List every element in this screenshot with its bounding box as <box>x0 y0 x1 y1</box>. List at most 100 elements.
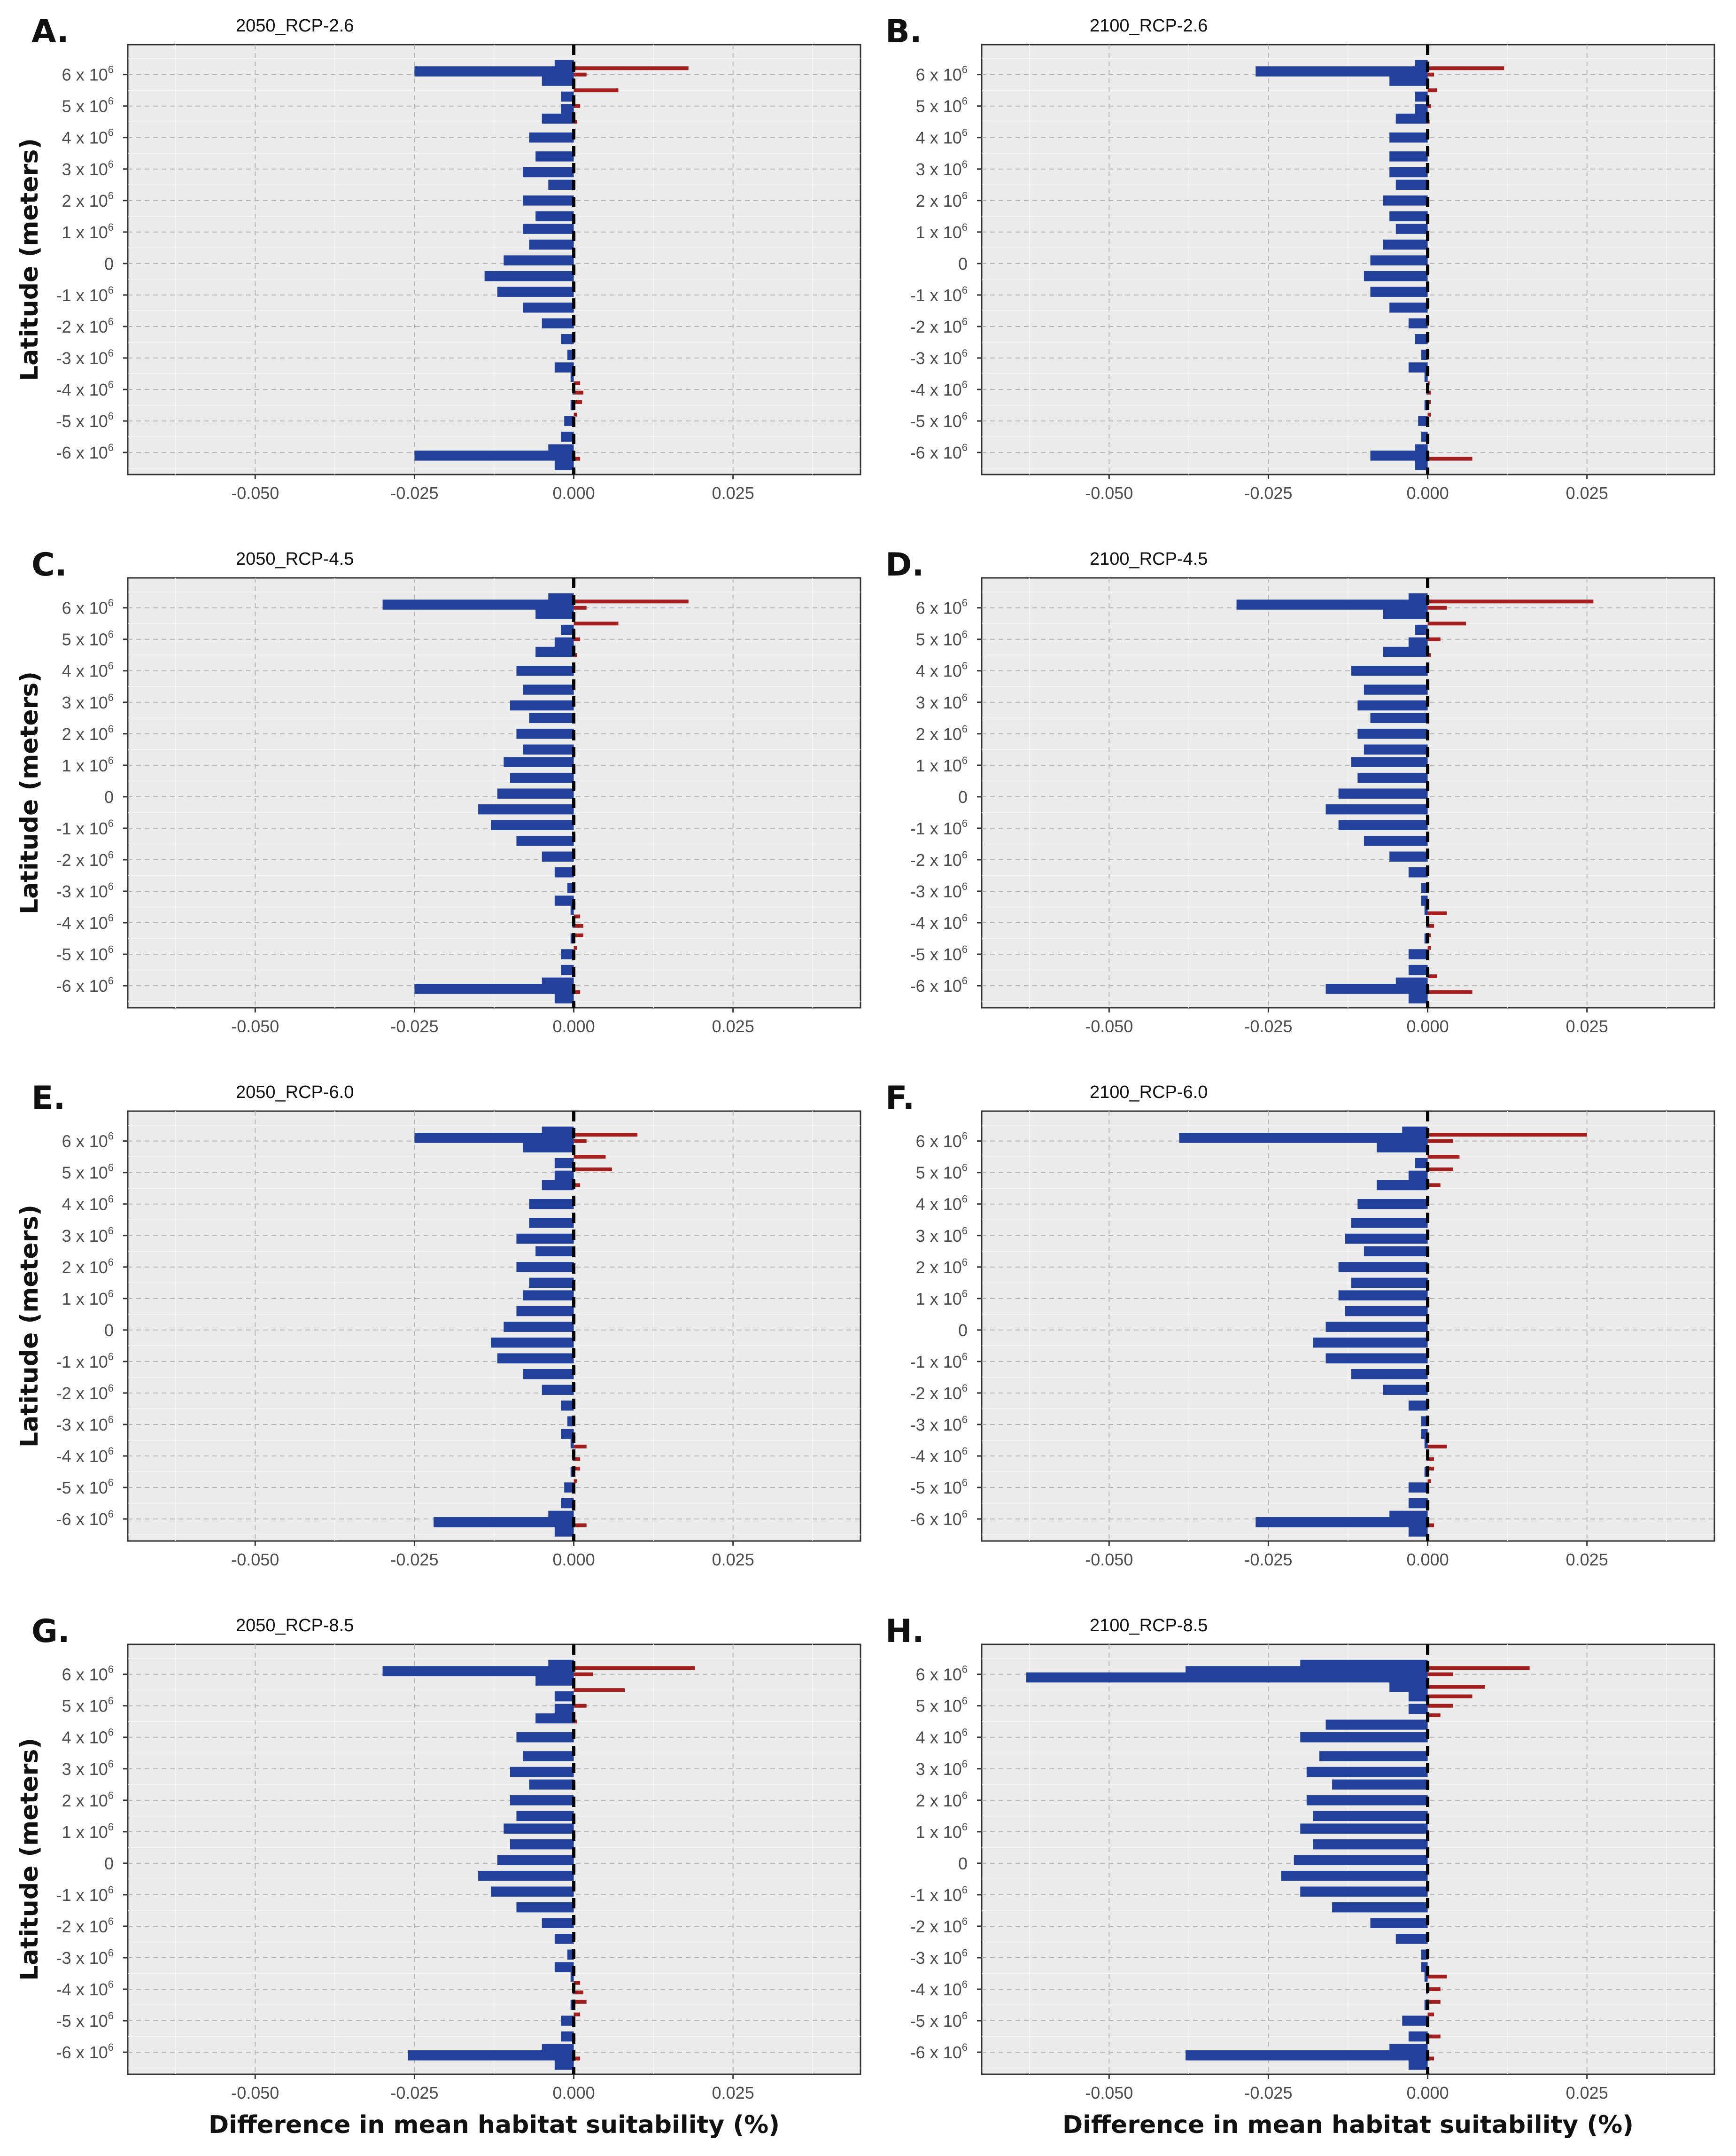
y-tick-base: 0 <box>104 254 114 273</box>
y-tick-exponent: 6 <box>108 95 114 107</box>
y-tick-exponent: 6 <box>962 2041 968 2053</box>
y-tick-label: 5 x 106 <box>62 1162 114 1183</box>
bar-negative <box>1357 700 1428 711</box>
bar-negative <box>1313 1839 1428 1850</box>
y-tick-exponent: 6 <box>108 1790 114 1801</box>
bar-negative <box>491 1337 574 1348</box>
y-tick-label: 2 x 106 <box>916 190 968 210</box>
y-tick-exponent: 6 <box>108 1193 114 1205</box>
bar-negative <box>561 91 574 102</box>
bar-positive <box>1427 1183 1441 1187</box>
bar-positive <box>1427 1133 1587 1137</box>
bar-negative <box>1408 637 1428 648</box>
panel-title: 2050_RCP-4.5 <box>236 549 354 569</box>
bar-negative <box>1408 362 1428 373</box>
y-tick-base: 6 x 10 <box>916 1132 962 1151</box>
y-tick-exponent: 6 <box>962 1193 968 1205</box>
bar-positive <box>574 2012 581 2016</box>
bar-negative <box>516 1233 574 1244</box>
bar-positive <box>574 1666 695 1670</box>
y-tick-exponent: 6 <box>962 379 968 390</box>
y-tick-base: 6 x 10 <box>62 1132 108 1151</box>
x-tick-label: -0.050 <box>231 1550 279 1569</box>
y-tick-label: 0 <box>958 1321 968 1340</box>
y-tick-exponent: 6 <box>108 849 114 861</box>
bar-negative <box>561 431 574 442</box>
bar-negative <box>414 984 574 994</box>
bar-negative <box>535 1675 574 1686</box>
bar-negative <box>1332 1902 1428 1913</box>
y-tick-exponent: 6 <box>962 1414 968 1425</box>
x-tick-label: 0.025 <box>712 1550 754 1569</box>
y-tick-exponent: 6 <box>108 1758 114 1770</box>
y-tick-exponent: 6 <box>962 1130 968 1142</box>
y-tick-exponent: 6 <box>108 2041 114 2053</box>
bar-negative <box>510 700 574 711</box>
y-tick-exponent: 6 <box>108 1382 114 1394</box>
bar-negative <box>1338 788 1428 799</box>
bar-negative <box>554 637 574 648</box>
y-tick-exponent: 6 <box>962 692 968 703</box>
bar-negative <box>504 1823 574 1834</box>
bar-negative <box>1319 1751 1428 1761</box>
bar-negative <box>414 451 574 461</box>
y-tick-base: -5 x 10 <box>56 2011 108 2031</box>
y-tick-label: 0 <box>958 787 968 807</box>
y-tick-base: 4 x 10 <box>62 662 108 681</box>
x-axis-title: Difference in mean habitat suitability (… <box>209 2111 780 2139</box>
y-tick-label: -5 x 106 <box>910 410 968 431</box>
bar-negative <box>1415 460 1428 470</box>
bar-negative <box>561 1498 574 1509</box>
bar-negative <box>570 1438 574 1448</box>
y-tick-label: -2 x 106 <box>910 316 968 336</box>
y-tick-base: 5 x 10 <box>62 1163 108 1183</box>
bar-negative <box>1377 1142 1428 1152</box>
bar-positive <box>574 1466 581 1471</box>
y-tick-exponent: 6 <box>962 316 968 327</box>
bar-positive <box>574 1457 581 1461</box>
y-tick-exponent: 6 <box>962 1664 968 1675</box>
bar-positive <box>1427 1694 1472 1698</box>
y-tick-exponent: 6 <box>962 1508 968 1520</box>
y-tick-label: 4 x 106 <box>62 660 114 681</box>
bar-negative <box>542 1918 574 1928</box>
y-tick-exponent: 6 <box>962 1445 968 1457</box>
y-tick-base: 5 x 10 <box>916 1163 962 1183</box>
y-tick-label: 5 x 106 <box>916 629 968 649</box>
y-tick-base: -3 x 10 <box>56 1948 108 1968</box>
bar-negative <box>1424 1971 1428 1982</box>
bar-positive <box>1427 413 1431 417</box>
bar-positive <box>1427 911 1447 915</box>
y-tick-label: -5 x 106 <box>56 2010 114 2031</box>
bar-positive <box>574 1133 638 1137</box>
y-tick-label: -2 x 106 <box>910 1382 968 1403</box>
y-tick-label: -6 x 106 <box>56 1508 114 1529</box>
y-tick-label: 5 x 106 <box>916 1162 968 1183</box>
bar-negative <box>1408 867 1428 878</box>
bar-negative <box>1306 1767 1428 1777</box>
bar-negative <box>1424 372 1428 382</box>
y-tick-exponent: 6 <box>962 1288 968 1300</box>
y-tick-label: 3 x 106 <box>916 692 968 712</box>
y-tick-exponent: 6 <box>962 1695 968 1707</box>
bar-negative <box>554 2060 574 2070</box>
bar-negative <box>516 1732 574 1743</box>
y-tick-label: -3 x 106 <box>56 347 114 368</box>
bar-negative <box>1236 599 1428 610</box>
bar-positive <box>1427 66 1504 70</box>
bar-positive <box>574 1981 581 1985</box>
bar-positive <box>1427 1666 1530 1670</box>
y-tick-label: 6 x 106 <box>916 1130 968 1151</box>
bar-negative <box>523 303 574 313</box>
bar-negative <box>1300 1732 1428 1743</box>
bar-negative <box>1408 1170 1428 1181</box>
bar-positive <box>1427 1672 1453 1676</box>
bar-negative <box>529 1199 574 1209</box>
y-tick-base: 1 x 10 <box>916 1822 962 1842</box>
bar-negative <box>561 624 574 635</box>
y-tick-label: -5 x 106 <box>56 410 114 431</box>
bar-positive <box>1427 1139 1453 1143</box>
x-tick-label: -0.050 <box>1085 483 1133 503</box>
